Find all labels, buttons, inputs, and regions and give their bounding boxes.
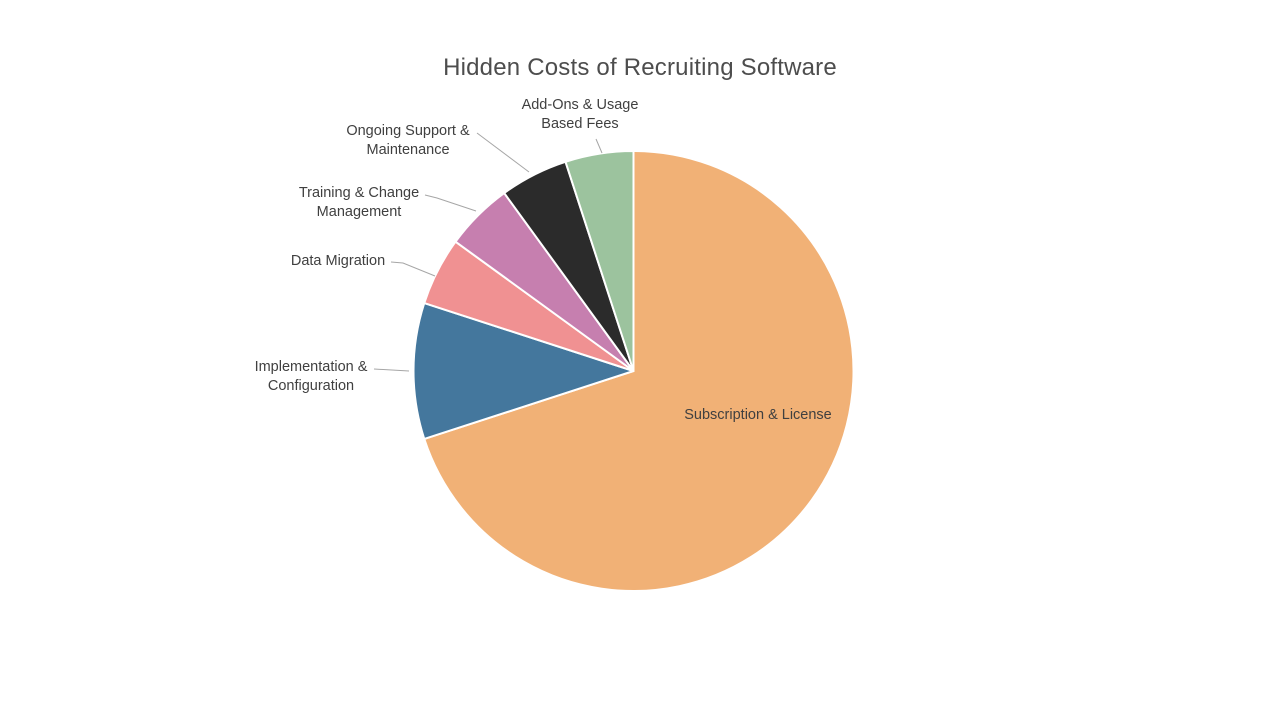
slice-label-subscription-license: Subscription & License [684,407,832,423]
slice-label-training-change-management: Training & Change Management [298,185,420,220]
chart-title: Hidden Costs of Recruiting Software [443,54,837,81]
slice-label-data-migration: Data Migration [290,253,386,269]
slice-label-add-ons-usage-based-fees: Add-Ons & Usage Based Fees [521,97,639,132]
leader-line-data-migration [390,261,436,277]
leader-line-implementation-configuration [373,368,410,372]
leader-line-training-change-management [424,194,477,212]
slice-label-ongoing-support-maintenance: Ongoing Support & Maintenance [346,123,470,158]
pie-slice-implementation-configuration[interactable] [412,302,635,440]
leader-line-ongoing-support-maintenance [476,132,530,173]
slice-label-implementation-configuration: Implementation & Configuration [254,359,368,394]
pie-slice-subscription-license[interactable] [423,150,855,592]
leader-line-add-ons-usage-based-fees [595,138,603,154]
pie-slice-add-ons-usage-based-fees[interactable] [564,150,635,372]
